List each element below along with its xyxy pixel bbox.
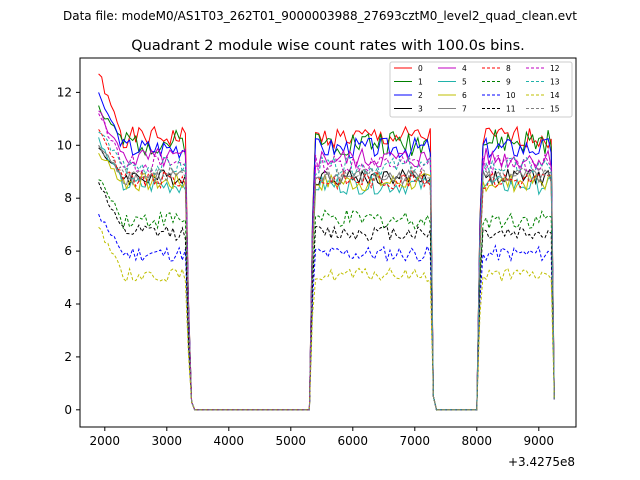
x-tick-label: 7000 bbox=[400, 434, 431, 448]
plot-area: 2000 3000 4000 5000 6000 7000 8000 9000 0246810… bbox=[57, 57, 577, 469]
y-tick-label: 4 bbox=[64, 297, 72, 311]
y-tick-label: 0 bbox=[64, 403, 72, 417]
chart-title: Quadrant 2 module wise count rates with … bbox=[131, 38, 525, 54]
legend-label-7: 7 bbox=[462, 105, 467, 114]
x-offset-label: +3.4275e8 bbox=[508, 455, 575, 469]
legend-label-5: 5 bbox=[462, 78, 467, 87]
x-tick-label: 4000 bbox=[214, 434, 245, 448]
legend-label-6: 6 bbox=[462, 91, 467, 100]
legend-label-15: 15 bbox=[550, 105, 560, 114]
y-tick-label: 10 bbox=[57, 138, 72, 152]
series-line-12 bbox=[98, 113, 555, 411]
legend-label-8: 8 bbox=[506, 64, 511, 73]
y-axis: 0 2 4 6 8 10 12 bbox=[57, 85, 80, 417]
x-tick-label: 8000 bbox=[462, 434, 493, 448]
legend-label-4: 4 bbox=[462, 64, 467, 73]
legend-label-12: 12 bbox=[550, 64, 560, 73]
legend-label-10: 10 bbox=[506, 91, 516, 100]
series-line-10 bbox=[98, 213, 555, 411]
y-tick-label: 2 bbox=[64, 350, 72, 364]
y-tick-label: 12 bbox=[57, 85, 72, 99]
x-tick-label: 6000 bbox=[338, 434, 369, 448]
x-tick-label: 5000 bbox=[276, 434, 307, 448]
legend-label-13: 13 bbox=[550, 78, 560, 87]
series-line-14 bbox=[98, 226, 555, 411]
legend-label-2: 2 bbox=[418, 91, 423, 100]
x-axis: 2000 3000 4000 5000 6000 7000 8000 9000 bbox=[90, 427, 555, 448]
y-tick-label: 8 bbox=[64, 191, 72, 205]
legend-label-14: 14 bbox=[550, 91, 560, 100]
series-layer bbox=[98, 73, 555, 411]
legend-label-3: 3 bbox=[418, 105, 423, 114]
suptitle: Data file: modeM0/AS1T03_262T01_90000039… bbox=[63, 9, 577, 23]
legend-label-9: 9 bbox=[506, 78, 511, 87]
legend-label-1: 1 bbox=[418, 78, 423, 87]
axes-frame bbox=[79, 57, 577, 428]
series-line-15 bbox=[98, 145, 555, 411]
x-tick-label: 3000 bbox=[152, 434, 183, 448]
series-line-8 bbox=[98, 129, 555, 411]
legend-label-11: 11 bbox=[506, 105, 516, 114]
legend-box bbox=[389, 61, 573, 118]
x-tick-label: 9000 bbox=[524, 434, 555, 448]
y-tick-label: 6 bbox=[64, 244, 72, 258]
x-tick-label: 2000 bbox=[90, 434, 121, 448]
series-line-13 bbox=[98, 131, 555, 411]
legend-label-0: 0 bbox=[418, 64, 423, 73]
